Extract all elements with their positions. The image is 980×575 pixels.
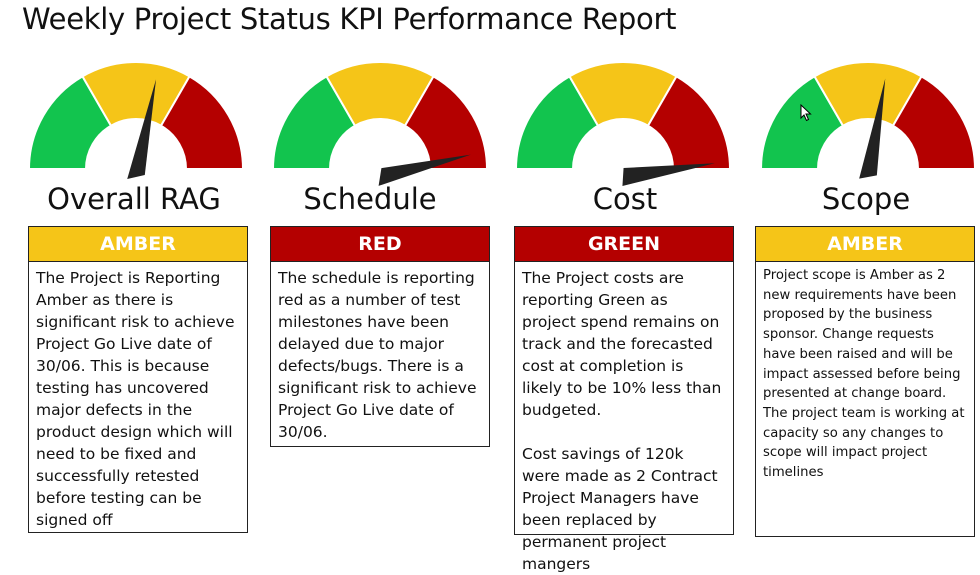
scope-gauge (759, 61, 977, 179)
overall-rag-gauge (27, 61, 245, 179)
overall-rag-card: AMBER The Project is Reporting Amber as … (28, 226, 248, 533)
card-description: The Project costs are reporting Green as… (522, 269, 722, 573)
card-description: Project scope is Amber as 2 new requirem… (763, 268, 965, 481)
schedule-label: Schedule (303, 182, 437, 216)
gauge-needle (378, 154, 471, 186)
card-description: The schedule is reporting red as a numbe… (278, 269, 477, 441)
mouse-cursor-icon (800, 104, 812, 122)
status-badge: AMBER (756, 227, 974, 262)
scope-label: Scope (821, 182, 911, 216)
schedule-gauge (271, 61, 489, 186)
gauge-red-zone (159, 74, 245, 170)
card-description: The Project is Reporting Amber as there … (36, 269, 235, 529)
page-title: Weekly Project Status KPI Performance Re… (22, 2, 677, 36)
overall-rag-label: Overall RAG (47, 182, 221, 216)
scope-card: AMBER Project scope is Amber as 2 new re… (755, 226, 975, 537)
status-badge: GREEN (515, 227, 733, 262)
gauge-red-zone (891, 74, 977, 170)
gauge-red-zone (646, 74, 732, 170)
status-badge: RED (271, 227, 489, 262)
cost-label: Cost (592, 182, 658, 216)
gauge-needle (127, 79, 157, 179)
gauge-red-zone (403, 74, 489, 170)
cost-gauge (514, 61, 732, 186)
status-badge: AMBER (29, 227, 247, 262)
cost-card: GREEN The Project costs are reporting Gr… (514, 226, 734, 573)
schedule-card: RED The schedule is reporting red as a n… (270, 226, 490, 447)
